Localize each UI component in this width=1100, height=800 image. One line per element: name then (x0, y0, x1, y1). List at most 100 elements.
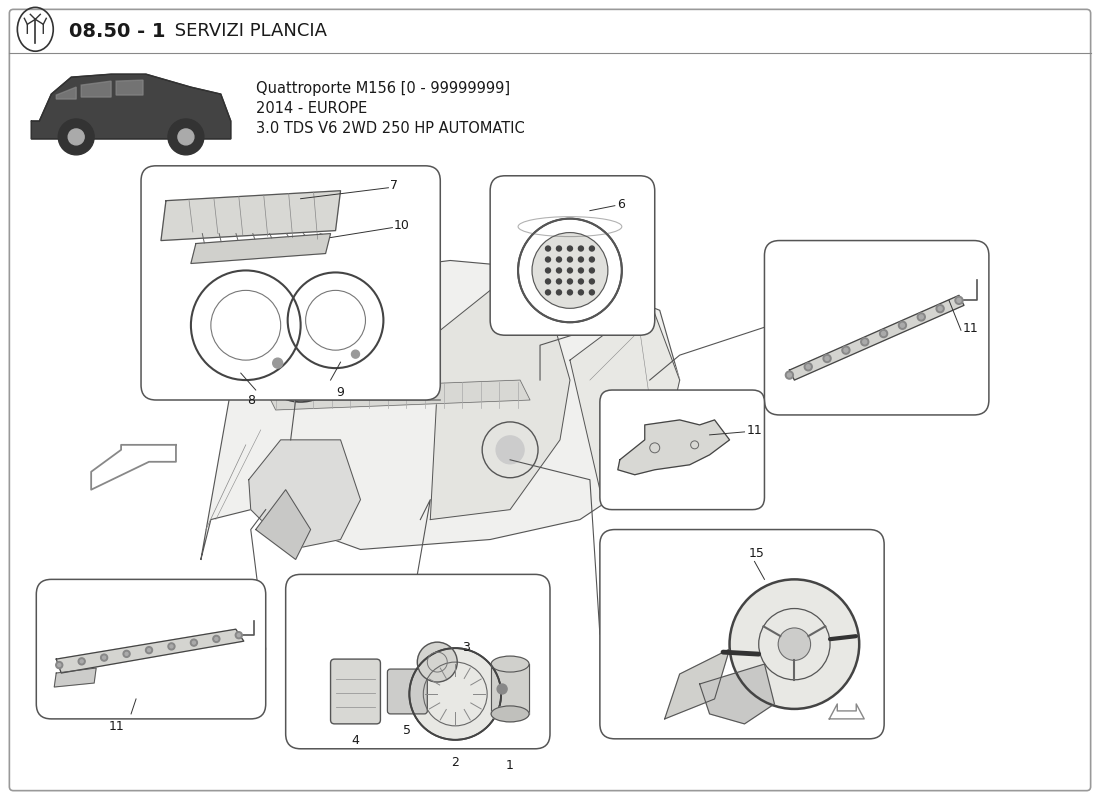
Circle shape (546, 246, 550, 251)
Ellipse shape (491, 706, 529, 722)
Circle shape (546, 279, 550, 284)
Circle shape (409, 648, 502, 740)
Polygon shape (161, 190, 341, 241)
Polygon shape (191, 234, 331, 263)
Circle shape (213, 635, 220, 642)
Circle shape (842, 346, 850, 354)
Polygon shape (201, 261, 680, 559)
Circle shape (56, 662, 63, 669)
Circle shape (917, 313, 925, 321)
Circle shape (579, 290, 583, 295)
Text: 15: 15 (748, 547, 764, 560)
Polygon shape (117, 80, 143, 95)
FancyBboxPatch shape (10, 10, 1090, 790)
Circle shape (729, 579, 859, 709)
Circle shape (579, 257, 583, 262)
FancyBboxPatch shape (491, 176, 654, 335)
Circle shape (273, 358, 283, 368)
Circle shape (881, 331, 886, 335)
Circle shape (417, 642, 458, 682)
Circle shape (825, 357, 829, 361)
Circle shape (579, 268, 583, 273)
Text: SERVIZI PLANCIA: SERVIZI PLANCIA (169, 22, 327, 40)
Polygon shape (790, 295, 964, 380)
Circle shape (579, 246, 583, 251)
Polygon shape (700, 664, 774, 724)
FancyBboxPatch shape (331, 659, 381, 724)
Circle shape (938, 306, 942, 310)
Circle shape (168, 643, 175, 650)
Circle shape (957, 298, 961, 302)
Polygon shape (31, 74, 231, 139)
Circle shape (590, 257, 594, 262)
Circle shape (785, 371, 793, 379)
Polygon shape (266, 380, 530, 410)
Circle shape (352, 350, 360, 358)
Text: 8: 8 (246, 394, 255, 406)
Circle shape (955, 296, 962, 304)
Text: 9: 9 (337, 386, 344, 398)
Circle shape (568, 257, 572, 262)
Circle shape (557, 246, 561, 251)
Circle shape (100, 654, 108, 661)
Circle shape (557, 290, 561, 295)
Circle shape (899, 322, 906, 330)
Circle shape (170, 645, 173, 648)
Circle shape (214, 638, 218, 641)
Polygon shape (664, 649, 729, 719)
Circle shape (168, 119, 204, 155)
Circle shape (804, 362, 812, 370)
Text: 10: 10 (394, 219, 409, 232)
Circle shape (806, 365, 811, 369)
Circle shape (568, 290, 572, 295)
FancyBboxPatch shape (141, 166, 440, 400)
Circle shape (58, 119, 95, 155)
Circle shape (546, 290, 550, 295)
Circle shape (568, 279, 572, 284)
Circle shape (844, 348, 848, 352)
Text: 1: 1 (506, 758, 514, 772)
Text: 11: 11 (962, 322, 979, 334)
Text: 11: 11 (108, 720, 124, 734)
Polygon shape (226, 290, 400, 400)
Text: 08.50 - 1: 08.50 - 1 (69, 22, 166, 41)
Text: 7: 7 (390, 179, 398, 192)
Polygon shape (56, 87, 76, 99)
Polygon shape (81, 81, 111, 97)
Bar (491, 664, 529, 714)
Circle shape (568, 268, 572, 273)
FancyBboxPatch shape (387, 669, 427, 714)
Circle shape (80, 660, 84, 663)
Circle shape (590, 246, 594, 251)
Text: 2014 - EUROPE: 2014 - EUROPE (255, 101, 367, 116)
Polygon shape (570, 300, 680, 490)
Polygon shape (255, 490, 310, 559)
Circle shape (125, 652, 128, 655)
Text: 11: 11 (747, 424, 762, 438)
Ellipse shape (491, 656, 529, 672)
Circle shape (145, 646, 153, 654)
Circle shape (590, 290, 594, 295)
Text: 5: 5 (404, 724, 411, 737)
Circle shape (568, 246, 572, 251)
Circle shape (235, 632, 242, 638)
Circle shape (78, 658, 85, 665)
Circle shape (557, 268, 561, 273)
Circle shape (68, 129, 85, 145)
Circle shape (102, 656, 106, 659)
Polygon shape (249, 440, 361, 550)
Polygon shape (618, 420, 729, 474)
FancyBboxPatch shape (764, 241, 989, 415)
Circle shape (546, 257, 550, 262)
Text: 2: 2 (451, 756, 459, 769)
FancyBboxPatch shape (286, 574, 550, 749)
Circle shape (901, 323, 904, 327)
Circle shape (823, 354, 832, 362)
Circle shape (123, 650, 130, 658)
Circle shape (557, 257, 561, 262)
Circle shape (590, 279, 594, 284)
Circle shape (57, 663, 60, 666)
Circle shape (178, 129, 194, 145)
Circle shape (557, 279, 561, 284)
FancyBboxPatch shape (600, 530, 884, 739)
